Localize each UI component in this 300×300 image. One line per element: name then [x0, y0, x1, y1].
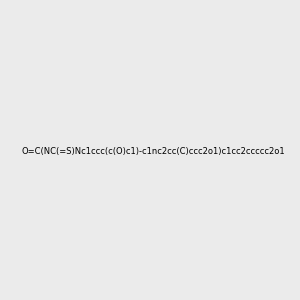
Text: O=C(NC(=S)Nc1ccc(c(O)c1)-c1nc2cc(C)ccc2o1)c1cc2ccccc2o1: O=C(NC(=S)Nc1ccc(c(O)c1)-c1nc2cc(C)ccc2o…	[22, 147, 286, 156]
